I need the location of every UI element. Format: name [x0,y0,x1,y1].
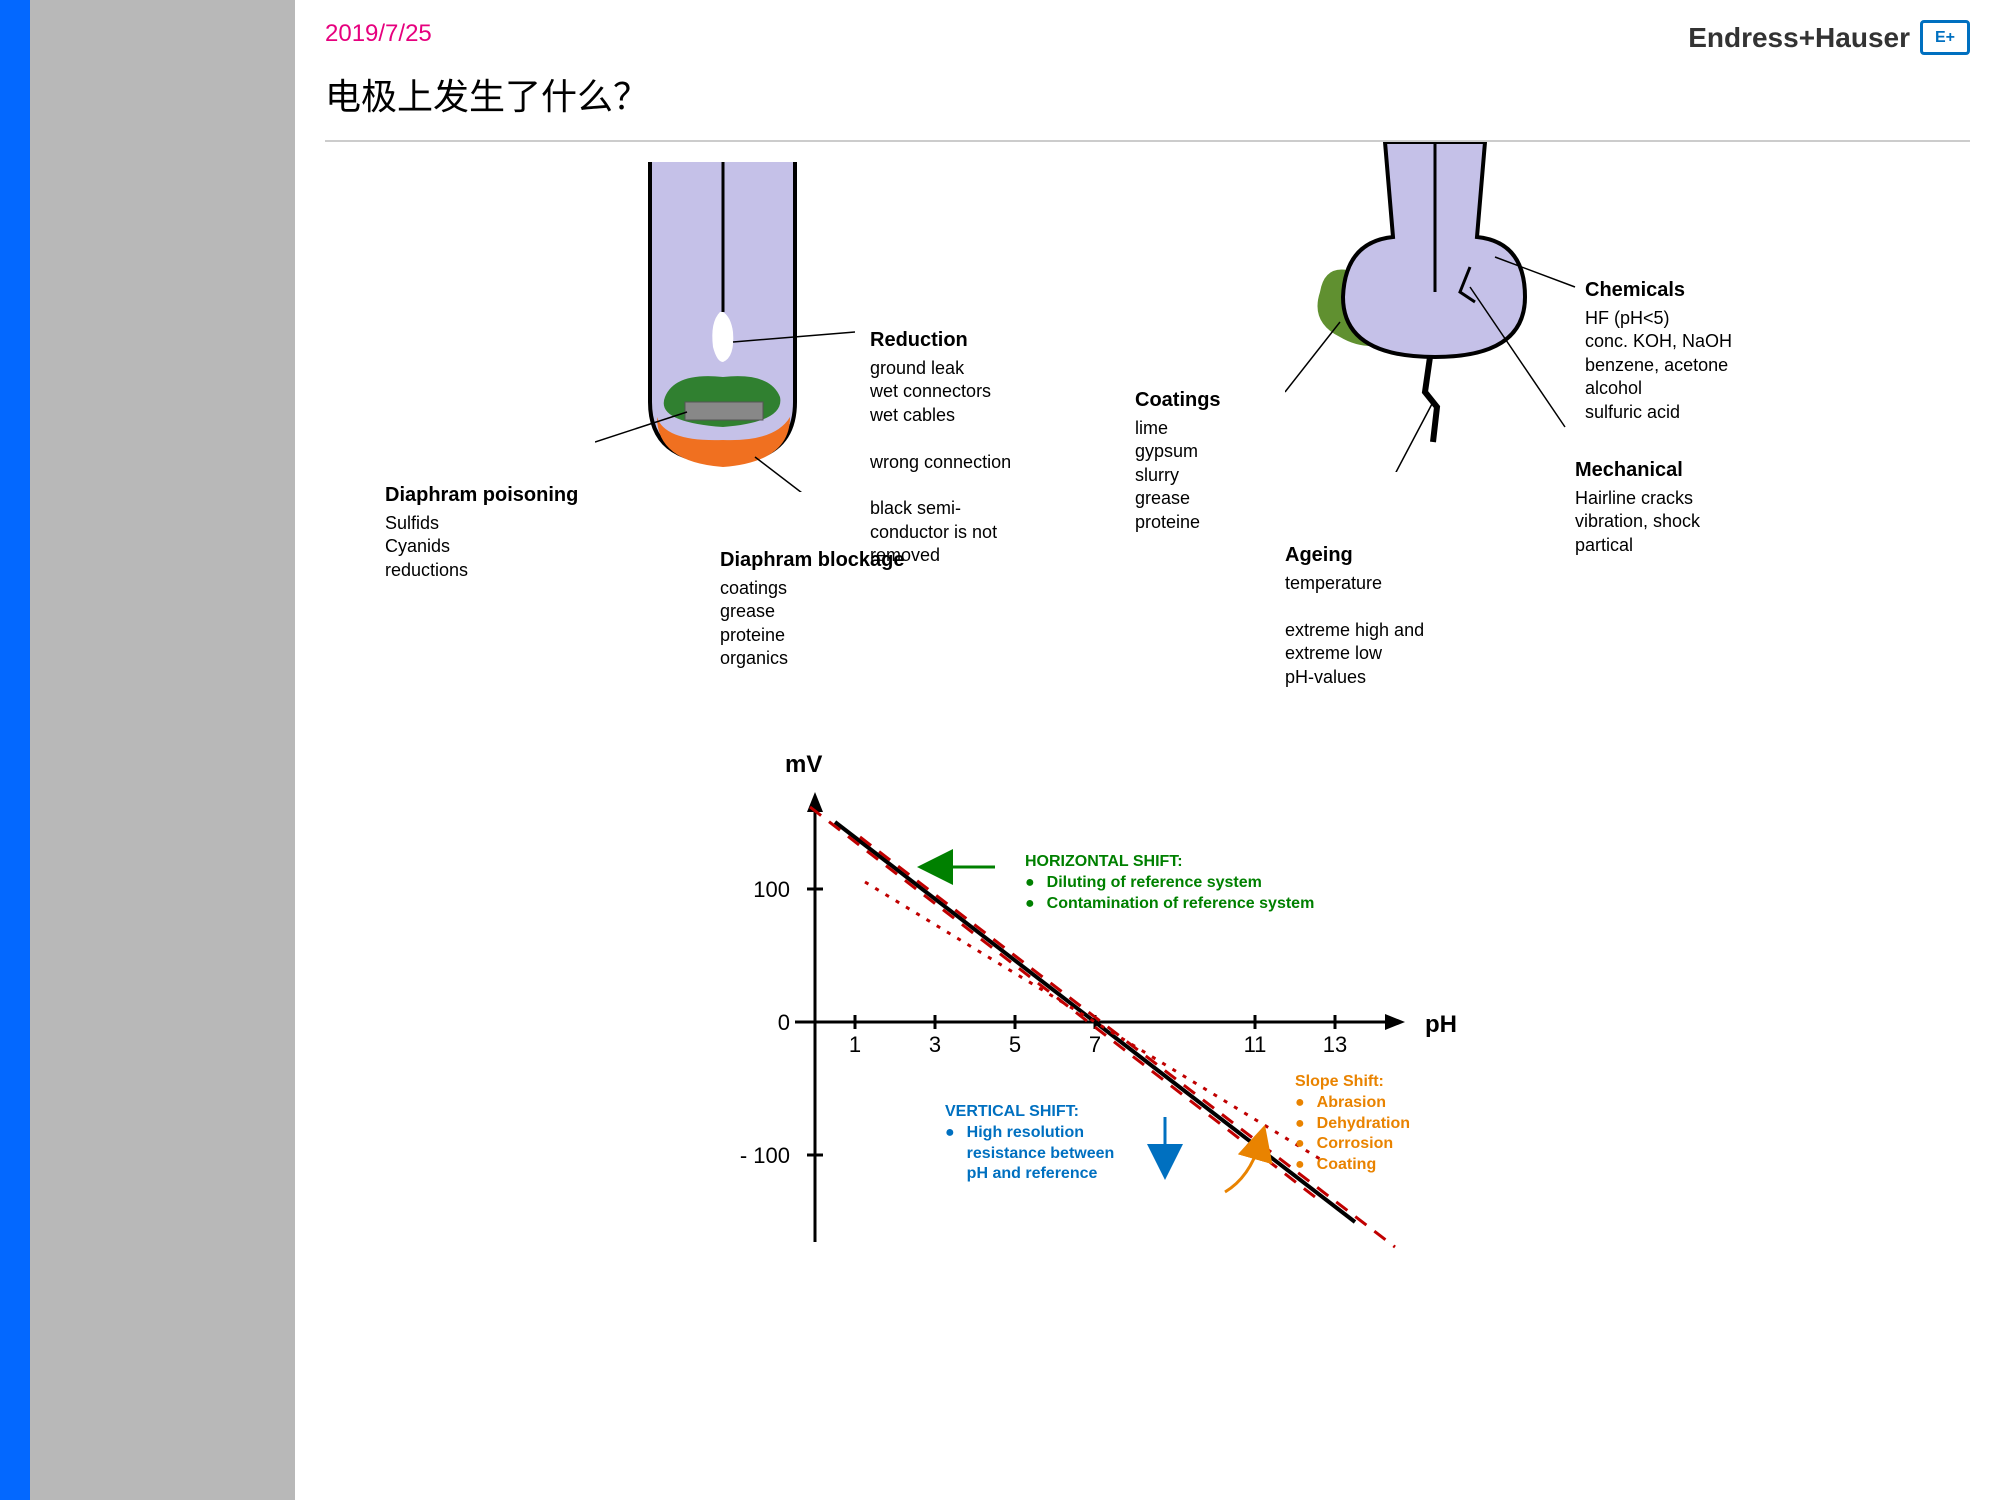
sidebar-gray [30,0,295,1500]
label-diaphram-blockage: Diaphram blockage coatings grease protei… [720,547,905,671]
ytick-0: 0 [778,1010,790,1035]
mv-ph-chart: 100 0 - 100 1 3 5 7 11 13 [695,722,1595,1322]
label-chemicals: Chemicals HF (pH<5) conc. KOH, NaOH benz… [1585,277,1732,424]
label-diaphram-poisoning: Diaphram poisoning Sulfids Cyanids reduc… [385,482,578,582]
electrode-right [1285,142,1585,472]
label-horizontal-shift: HORIZONTAL SHIFT: ●Diluting of reference… [1025,852,1314,914]
svg-text:11: 11 [1244,1032,1267,1057]
x-axis-label: pH [1425,1011,1457,1038]
label-vertical-shift: VERTICAL SHIFT: ●High resolutionresistan… [945,1102,1114,1185]
company-name: Endress+Hauser [1688,22,1910,54]
svg-text:5: 5 [1009,1032,1021,1057]
date: 2019/7/25 [325,20,649,48]
y-axis-label: mV [785,751,822,778]
svg-text:1: 1 [849,1032,861,1057]
svg-text:7: 7 [1089,1032,1101,1057]
header: 2019/7/25 电极上发生了什么？ Endress+Hauser E+ [325,20,1970,142]
electrode-left [595,162,855,492]
label-ageing: Ageing temperature extreme high and extr… [1285,542,1424,689]
diagram-area: Diaphram poisoning Sulfids Cyanids reduc… [325,142,1970,1480]
ytick-n100: - 100 [740,1143,790,1168]
sidebar-blue [0,0,30,1500]
label-slope-shift: Slope Shift: ●Abrasion ●Dehydration ●Cor… [1295,1072,1410,1176]
svg-text:13: 13 [1323,1032,1347,1057]
ytick-100: 100 [753,877,790,902]
company-logo: Endress+Hauser E+ [1688,20,1970,55]
label-mechanical: Mechanical Hairline cracks vibration, sh… [1575,457,1700,557]
logo-icon: E+ [1920,20,1970,55]
page-title: 电极上发生了什么？ [325,68,649,120]
svg-text:3: 3 [929,1032,941,1057]
label-reduction: Reduction ground leak wet connectors wet… [870,327,1011,568]
label-coatings: Coatings lime gypsum slurry grease prote… [1135,387,1221,534]
